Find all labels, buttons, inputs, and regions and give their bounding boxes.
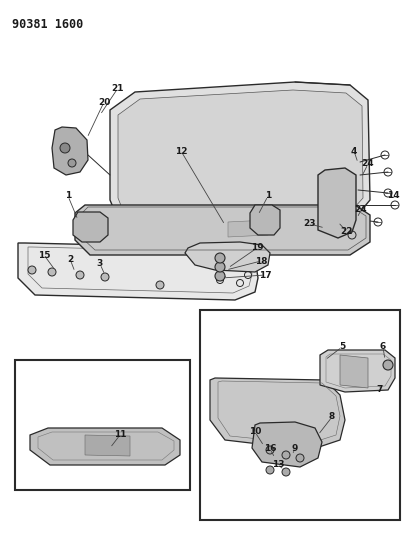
Circle shape	[215, 271, 224, 281]
Text: 16: 16	[263, 445, 275, 454]
Text: 19: 19	[250, 244, 263, 253]
Bar	[15, 360, 190, 490]
Polygon shape	[110, 82, 369, 212]
Text: 24: 24	[354, 206, 367, 214]
Text: 15: 15	[38, 251, 50, 260]
Circle shape	[76, 271, 84, 279]
Text: 2: 2	[67, 254, 73, 263]
Circle shape	[48, 268, 56, 276]
Circle shape	[215, 253, 224, 263]
Polygon shape	[339, 355, 367, 388]
Text: 18: 18	[254, 256, 266, 265]
Text: 20: 20	[98, 98, 110, 107]
Text: 4: 4	[350, 147, 356, 156]
Circle shape	[101, 273, 109, 281]
Text: 5: 5	[338, 343, 344, 351]
Polygon shape	[249, 205, 279, 235]
Polygon shape	[18, 243, 257, 300]
Text: 10: 10	[248, 427, 260, 437]
Text: 90381 1600: 90381 1600	[12, 18, 83, 31]
Text: 7: 7	[376, 385, 382, 394]
Polygon shape	[228, 220, 267, 237]
Polygon shape	[85, 435, 130, 456]
Circle shape	[265, 446, 273, 454]
Text: 17: 17	[258, 271, 271, 279]
Text: 1: 1	[65, 191, 71, 200]
Circle shape	[281, 468, 289, 476]
Text: 24: 24	[361, 159, 373, 168]
Text: 21: 21	[111, 84, 124, 93]
Text: 22: 22	[340, 228, 352, 237]
Text: 13: 13	[271, 461, 283, 470]
Polygon shape	[118, 90, 362, 208]
Circle shape	[156, 281, 164, 289]
Text: 8: 8	[328, 413, 334, 422]
Circle shape	[265, 466, 273, 474]
Circle shape	[60, 143, 70, 153]
Polygon shape	[252, 422, 321, 467]
Polygon shape	[319, 350, 394, 392]
Circle shape	[215, 262, 224, 272]
Polygon shape	[185, 242, 269, 272]
Text: 14: 14	[386, 191, 399, 200]
Circle shape	[68, 159, 76, 167]
Text: 12: 12	[174, 147, 187, 156]
Polygon shape	[52, 127, 88, 175]
Polygon shape	[209, 378, 344, 450]
Text: 6: 6	[379, 343, 385, 351]
Text: 1: 1	[264, 191, 271, 200]
Bar	[200, 310, 399, 520]
Polygon shape	[317, 168, 355, 238]
Circle shape	[382, 360, 392, 370]
Circle shape	[295, 454, 303, 462]
Polygon shape	[75, 205, 369, 255]
Text: 11: 11	[113, 431, 126, 440]
Circle shape	[28, 266, 36, 274]
Polygon shape	[30, 428, 179, 465]
Circle shape	[281, 451, 289, 459]
Text: 23: 23	[303, 220, 315, 229]
Text: 9: 9	[291, 445, 297, 454]
Polygon shape	[73, 212, 108, 242]
Text: 3: 3	[97, 260, 103, 269]
